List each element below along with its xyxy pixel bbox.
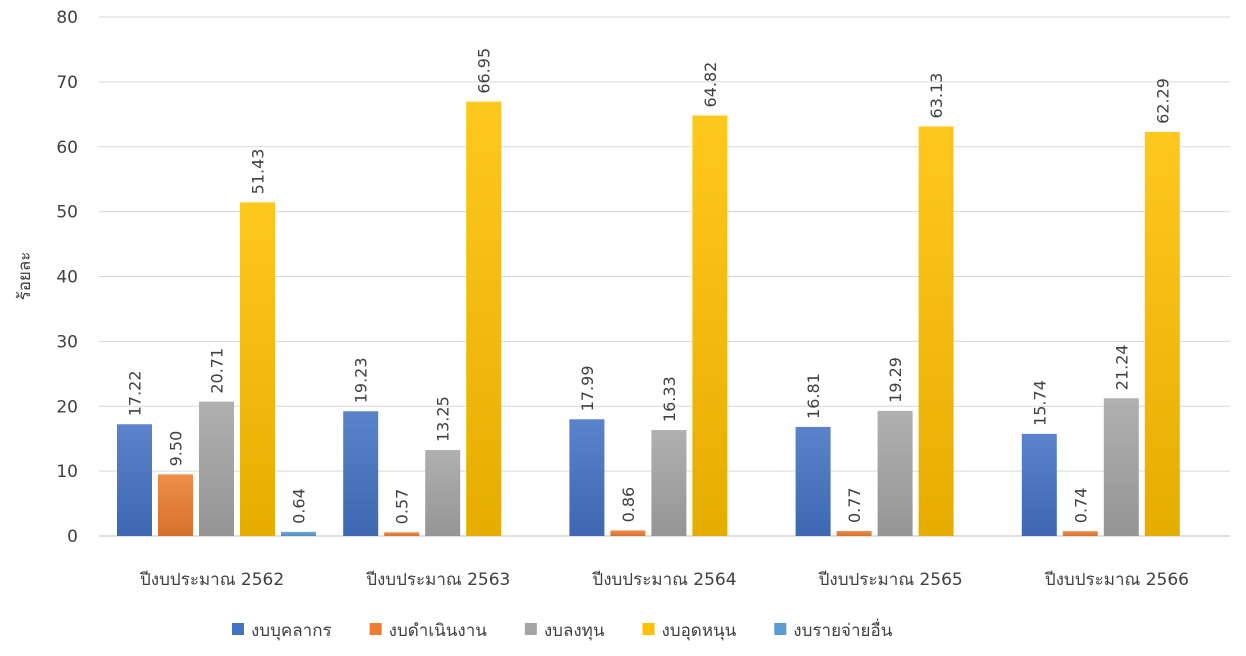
data-label: 16.81 <box>804 373 823 419</box>
data-label: 19.29 <box>886 357 905 403</box>
y-tick-label: 70 <box>56 73 78 93</box>
data-label: 0.64 <box>290 488 309 524</box>
legend-item: งบดำเนินงาน <box>369 621 488 641</box>
legend: งบบุคลากร งบดำเนินงาน งบลงทุน งบอุดหนุน งบรา… <box>232 618 893 641</box>
data-label: 0.74 <box>1071 488 1090 524</box>
legend-swatch <box>524 623 537 635</box>
legend-label: งบลงทุน <box>544 621 605 641</box>
legend-swatch <box>369 623 382 635</box>
legend-label: งบบุคลากร <box>251 621 332 641</box>
legend-label: งบดำเนินงาน <box>389 621 488 641</box>
x-category-label: ปีงบประมาณ 2565 <box>818 570 963 590</box>
legend-swatch <box>642 623 655 635</box>
bar <box>610 530 646 536</box>
bar <box>425 450 461 536</box>
x-category-label: ปีงบประมาณ 2566 <box>1044 570 1189 590</box>
bar <box>569 419 605 536</box>
data-label: 16.33 <box>660 376 679 422</box>
bar <box>117 424 152 536</box>
bars <box>117 101 1180 537</box>
y-tick-label: 50 <box>56 203 78 223</box>
bar <box>466 101 502 537</box>
legend-item: งบรายจ่ายอื่น <box>774 618 893 641</box>
data-label: 9.50 <box>167 431 186 467</box>
y-tick-label: 60 <box>56 138 78 158</box>
legend-item: งบลงทุน <box>524 621 605 641</box>
legend-swatch <box>774 623 787 635</box>
legend-item: งบอุดหนุน <box>642 621 737 641</box>
bar <box>199 401 234 536</box>
bar <box>1062 531 1098 536</box>
x-category-label: ปีงบประมาณ 2563 <box>365 570 510 590</box>
y-tick-label: 80 <box>56 8 78 28</box>
data-label: 64.82 <box>701 62 720 108</box>
bar <box>1103 398 1139 536</box>
y-axis-ticks: 0 10 20 30 40 50 60 70 80 <box>56 8 78 547</box>
legend-swatch <box>232 623 244 635</box>
legend-label: งบอุดหนุน <box>662 621 737 641</box>
bar <box>836 531 872 536</box>
bar <box>384 532 420 536</box>
bar <box>343 411 379 536</box>
x-axis-categories: ปีงบประมาณ 2562 ปีงบประมาณ 2563 ปีงบประมาณ… <box>139 570 1189 590</box>
data-label: 17.99 <box>578 365 597 411</box>
legend-label: งบรายจ่ายอื่น <box>793 618 892 641</box>
data-label: 62.29 <box>1153 78 1172 124</box>
bar <box>692 115 728 536</box>
y-tick-label: 10 <box>56 462 78 482</box>
data-label: 19.23 <box>352 357 371 403</box>
data-label: 51.43 <box>249 149 268 195</box>
data-label: 0.57 <box>393 489 412 525</box>
data-label: 13.25 <box>434 396 453 442</box>
y-tick-label: 20 <box>56 397 78 417</box>
bar <box>240 202 275 536</box>
data-label: 0.86 <box>619 487 638 523</box>
x-category-label: ปีงบประมาณ 2562 <box>139 570 284 590</box>
data-label: 66.95 <box>475 48 494 94</box>
x-category-label: ปีงบประมาณ 2564 <box>592 570 737 590</box>
data-label: 21.24 <box>1112 344 1131 390</box>
legend-item: งบบุคลากร <box>232 621 332 641</box>
y-tick-label: 0 <box>67 527 78 547</box>
bar <box>158 474 193 536</box>
gridlines <box>99 16 1230 537</box>
data-label: 15.74 <box>1030 380 1049 426</box>
data-label: 63.13 <box>927 73 946 119</box>
bar <box>1021 433 1057 536</box>
data-label: 17.22 <box>126 370 145 416</box>
y-axis-title: ร้อยละ <box>15 252 35 301</box>
bar <box>795 426 831 536</box>
bar <box>1144 131 1180 537</box>
bar <box>281 531 316 536</box>
data-label: 0.77 <box>845 487 864 523</box>
y-tick-label: 40 <box>56 268 78 288</box>
y-tick-label: 30 <box>56 332 78 352</box>
bar <box>651 430 687 536</box>
data-labels: 17.22 9.50 20.71 51.43 0.64 19.23 0.57 13.25 66.… <box>126 48 1173 524</box>
bar <box>877 410 913 536</box>
bar <box>918 126 954 536</box>
data-label: 20.71 <box>208 348 227 394</box>
